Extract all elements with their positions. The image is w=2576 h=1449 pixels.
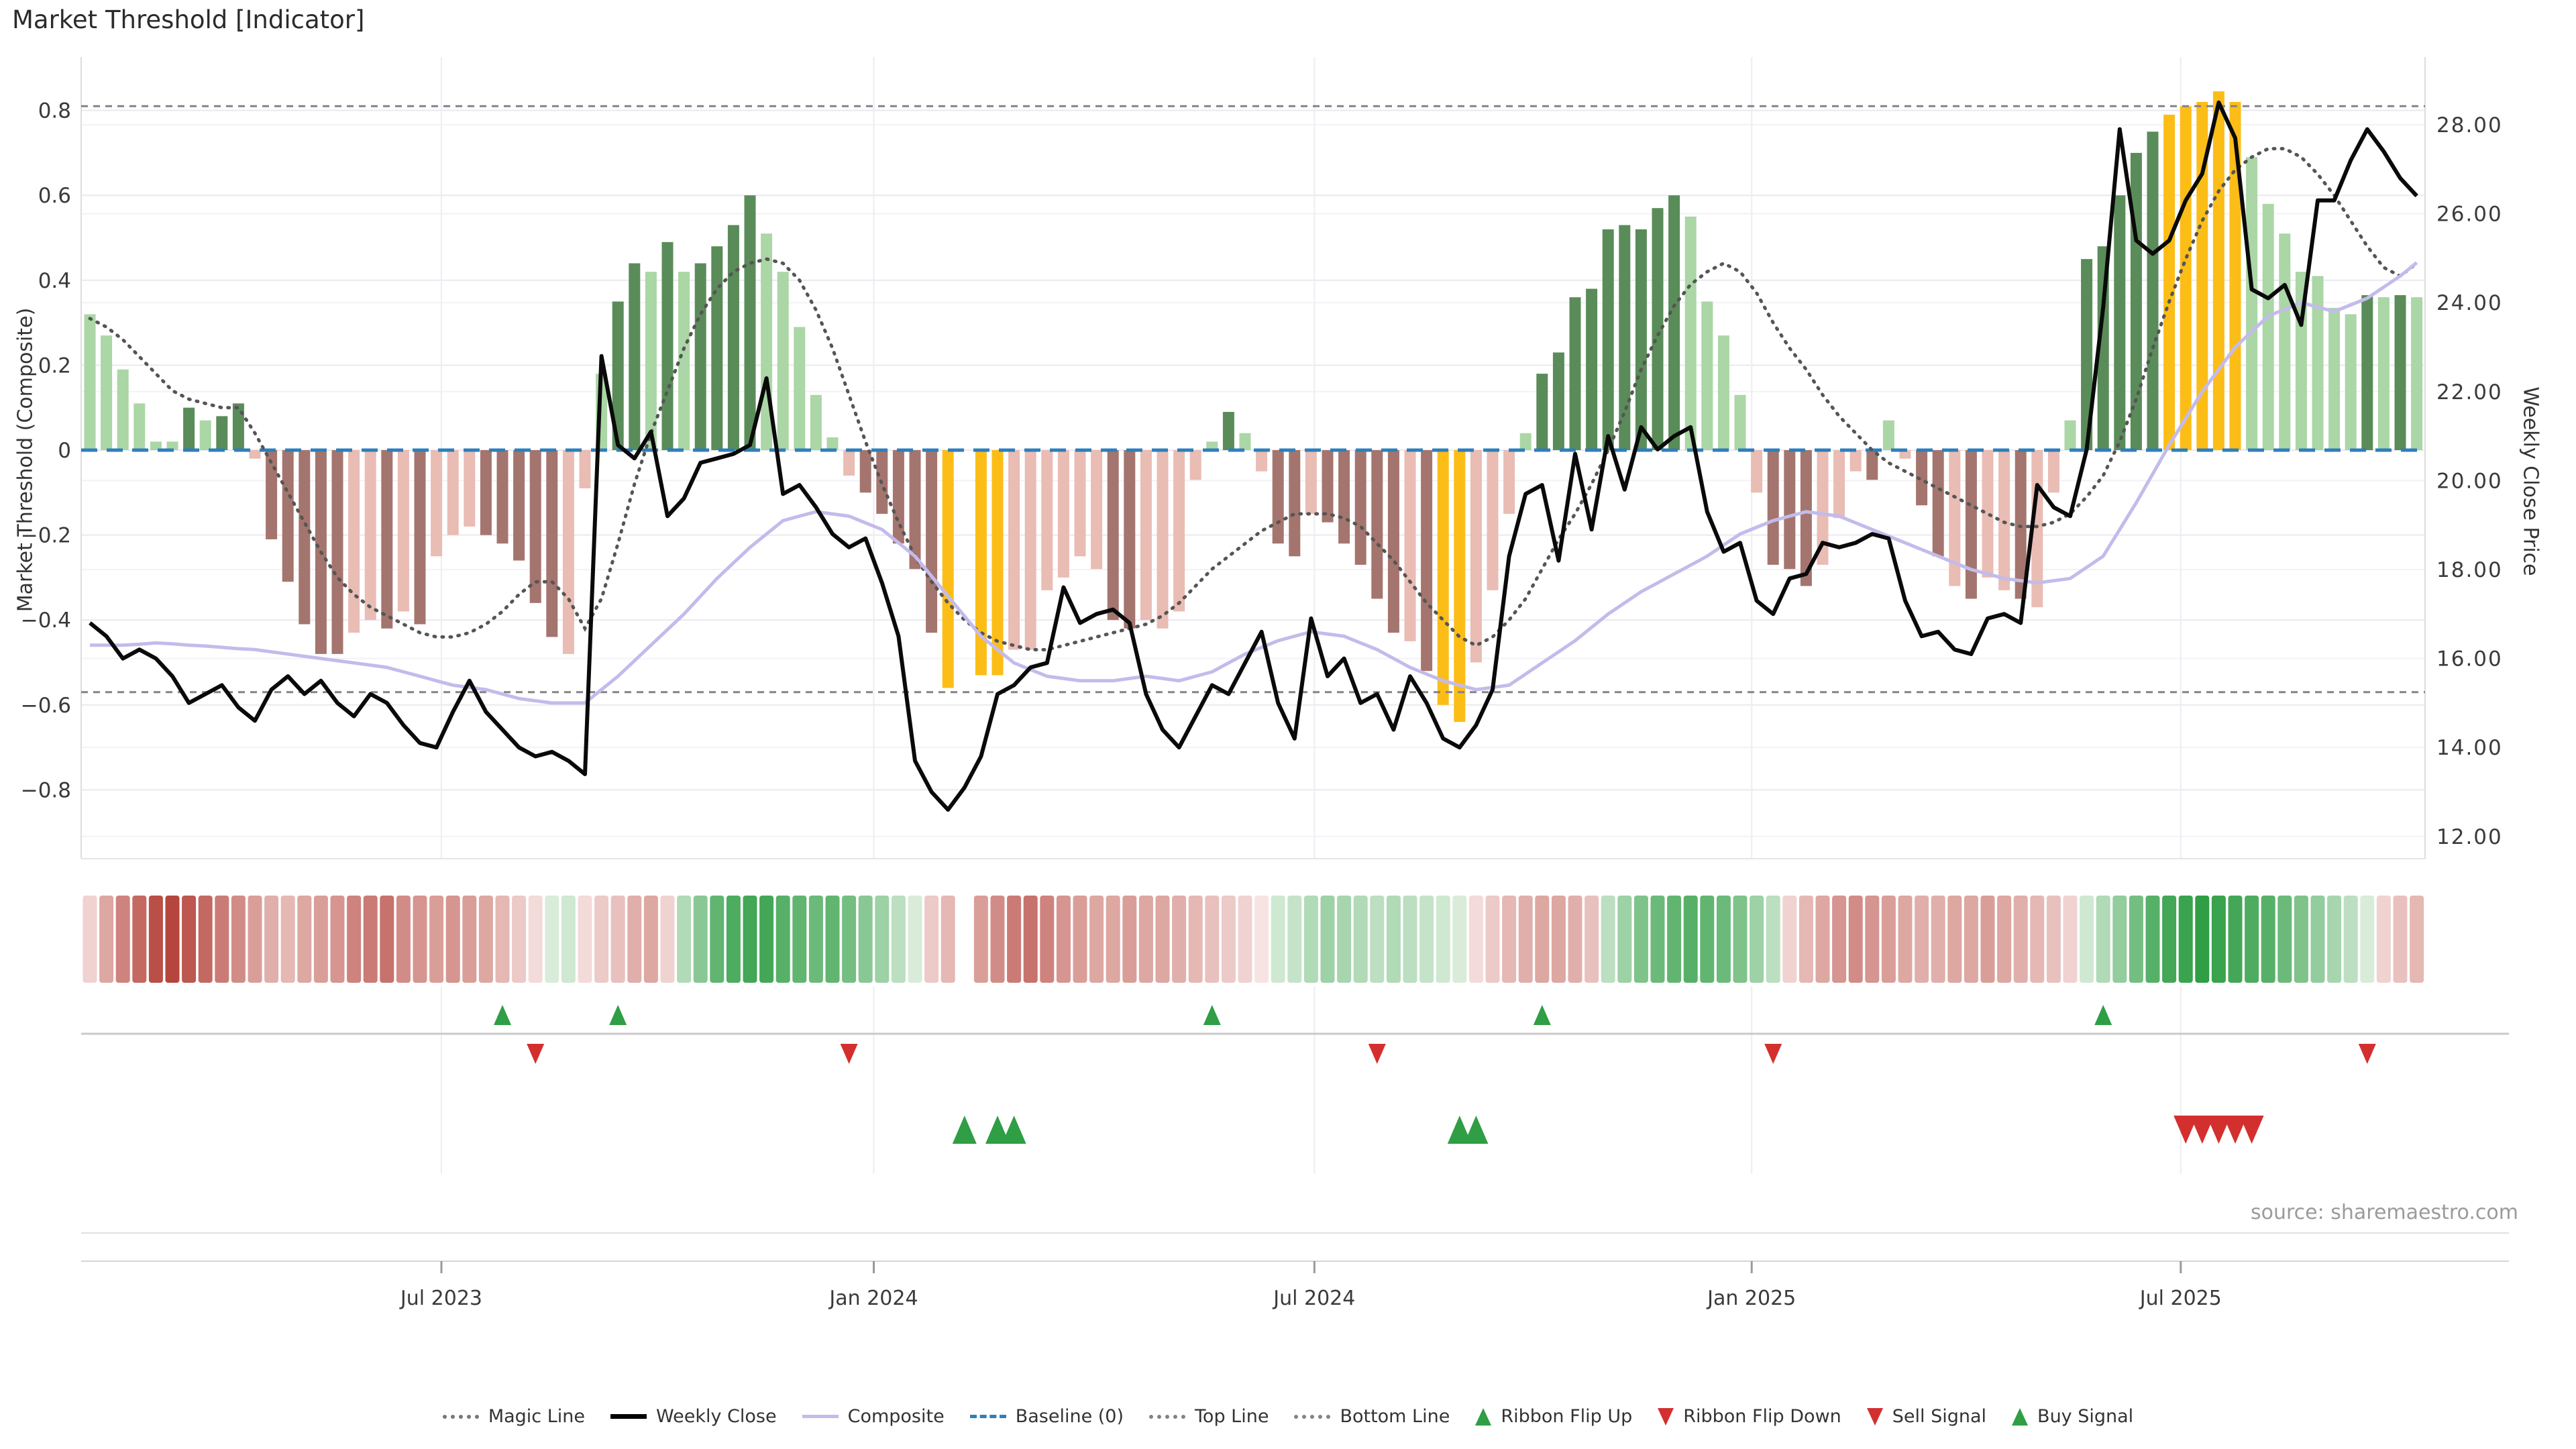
triangle-down-icon [1866,1407,1883,1426]
sell-signal-marker [2206,1116,2231,1144]
legend-item-ribbon-flip-up: Ribbon Flip Up [1475,1406,1632,1427]
legend-label: Ribbon Flip Up [1501,1406,1633,1427]
weekly-close-line [89,100,2418,812]
svg-text:Jul 2023: Jul 2023 [399,1287,482,1310]
solid-line-purple-icon [802,1415,839,1418]
svg-text:−0.8: −0.8 [21,778,71,802]
threshold-bars [84,91,2423,722]
sell-signal-marker [2190,1116,2214,1144]
buy-signal-marker [1464,1116,1489,1144]
legend-label: Ribbon Flip Down [1683,1406,1841,1427]
legend-item-weekly-close: Weekly Close [610,1406,777,1427]
legend-label: Weekly Close [656,1406,777,1427]
signal-rows [81,1005,2509,1144]
legend-label: Top Line [1195,1406,1269,1427]
triangle-down-icon [1658,1407,1674,1426]
triangle-up-icon [2012,1407,2029,1426]
buy-signal-marker [1002,1116,1026,1144]
legend-item-magic-line: Magic Line [442,1406,585,1427]
legend-item-buy-signal: Buy Signal [2012,1406,2133,1427]
left-axis-ticks: 0.8 0.6 0.4 0.2 0 −0.2 −0.4 −0.6 −0.8 [21,99,71,803]
ribbon-flip-down-marker [1368,1044,1386,1064]
svg-text:Jan 2024: Jan 2024 [828,1287,918,1310]
ribbon-flip-down-marker [527,1044,545,1064]
svg-text:Jan 2025: Jan 2025 [1706,1287,1796,1310]
legend-item-sell-signal: Sell Signal [1866,1406,1987,1427]
legend-item-ribbon-flip-down: Ribbon Flip Down [1658,1406,1841,1427]
svg-text:14.00: 14.00 [2436,736,2503,760]
gridlines [80,57,2426,1174]
buy-signal-marker [985,1116,1010,1144]
dashed-line-icon [969,1415,1006,1418]
bottom-axis: Jul 2023 Jan 2024 Jul 2024 Jan 2025 Jul 2025 [81,1232,2509,1310]
svg-text:26.00: 26.00 [2436,203,2503,227]
ribbon-flip-up-marker [2094,1005,2112,1025]
source-note: source: sharemaestro.com [2251,1201,2518,1224]
svg-text:0.4: 0.4 [38,269,71,293]
ribbon-flip-up-marker [1533,1005,1551,1025]
ribbon-strip [83,896,2424,983]
svg-text:−0.2: −0.2 [21,524,71,548]
ribbon-flip-up-marker [494,1005,511,1025]
ribbon-flip-down-marker [840,1044,858,1064]
legend-label: Composite [847,1406,945,1427]
buy-signal-marker [952,1116,977,1144]
triangle-up-icon [1475,1407,1492,1426]
legend-item-top-line: Top Line [1149,1406,1269,1427]
svg-text:12.00: 12.00 [2436,825,2503,849]
ribbon-flip-up-marker [1203,1005,1221,1025]
svg-text:20.00: 20.00 [2436,469,2503,493]
ribbon-flip-up-marker [609,1005,627,1025]
legend: Magic Line Weekly Close Composite Baseline … [0,1406,2576,1427]
dotted-line-icon [1294,1414,1331,1419]
svg-text:28.00: 28.00 [2436,113,2503,138]
legend-label: Bottom Line [1340,1406,1450,1427]
svg-text:18.00: 18.00 [2436,558,2503,582]
right-axis-ticks: 28.00 26.00 24.00 22.00 20.00 18.00 16.00 14.00… [2436,113,2503,849]
sell-signal-marker [2223,1116,2247,1144]
reference-lines [81,105,2425,694]
sell-signal-marker [2174,1116,2198,1144]
svg-text:16.00: 16.00 [2436,647,2503,672]
legend-label: Baseline (0) [1015,1406,1124,1427]
svg-text:Jul 2024: Jul 2024 [1272,1287,1355,1310]
svg-text:−0.6: −0.6 [21,694,71,718]
svg-text:24.00: 24.00 [2436,291,2503,315]
legend-item-bottom-line: Bottom Line [1294,1406,1450,1427]
svg-text:0.6: 0.6 [38,184,71,208]
page-title: Market Threshold [Indicator] [12,5,365,34]
legend-label: Buy Signal [2037,1406,2134,1427]
buy-signal-marker [1447,1116,1472,1144]
dotted-line-icon [1149,1414,1186,1419]
legend-item-baseline-0-: Baseline (0) [969,1406,1124,1427]
magic-line [88,147,2419,651]
legend-item-composite: Composite [802,1406,945,1427]
svg-text:Jul 2025: Jul 2025 [2139,1287,2222,1310]
svg-text:0.8: 0.8 [38,99,71,123]
ribbon-flip-down-marker [1764,1044,1782,1064]
sell-signal-marker [2239,1116,2264,1144]
solid-line-black-icon [610,1414,647,1419]
svg-text:−0.4: −0.4 [21,608,71,633]
svg-text:0.2: 0.2 [38,354,71,378]
ribbon-flip-down-marker [2358,1044,2376,1064]
legend-label: Sell Signal [1892,1406,1987,1427]
legend-label: Magic Line [488,1406,585,1427]
svg-text:22.00: 22.00 [2436,380,2503,405]
dotted-line-icon [442,1414,479,1419]
svg-text:0: 0 [58,439,71,463]
